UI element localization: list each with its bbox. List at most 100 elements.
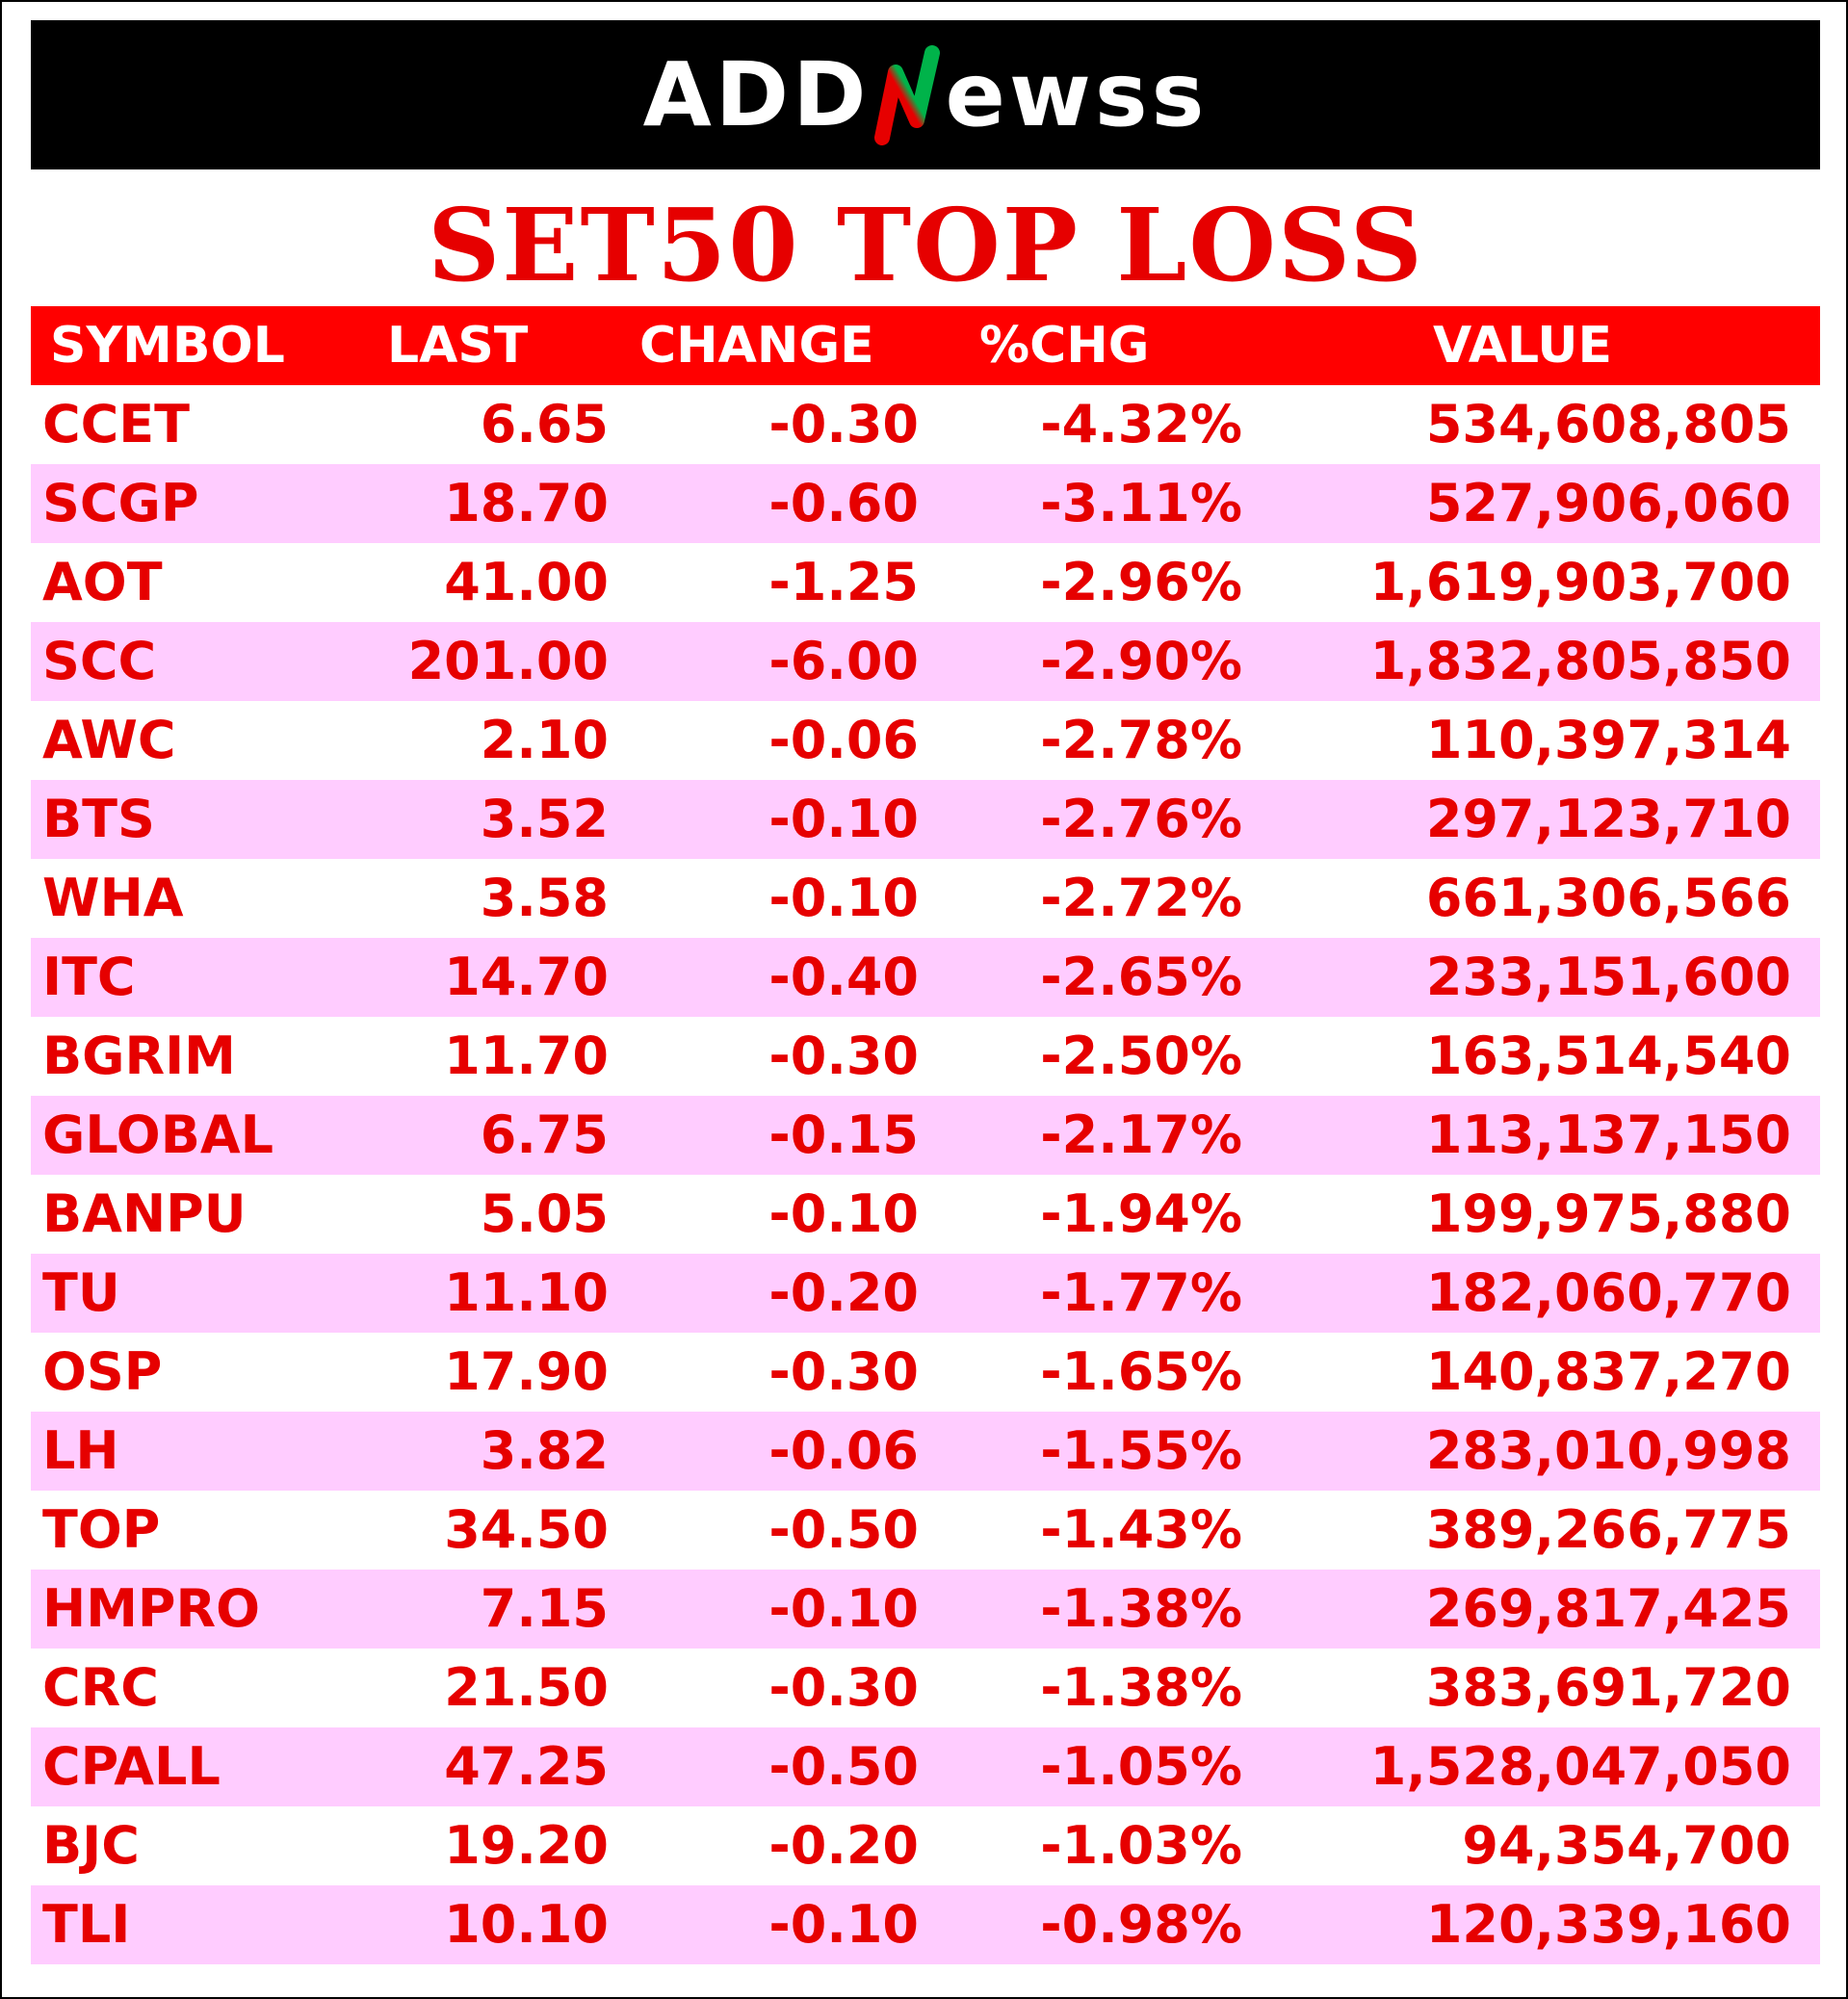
table-row: SCC 201.00 -6.00 -2.90% 1,832,805,850 — [31, 622, 1820, 701]
cell-symbol: SCC — [42, 631, 157, 691]
cell-pct-change: -2.78% — [1040, 710, 1242, 770]
table-row: LH 3.82 -0.06 -1.55% 283,010,998 — [31, 1412, 1820, 1491]
cell-symbol: SCGP — [42, 473, 199, 533]
cell-last: 11.10 — [444, 1262, 609, 1323]
table-row: GLOBAL 6.75 -0.15 -2.17% 113,137,150 — [31, 1096, 1820, 1175]
cell-symbol: AWC — [42, 710, 176, 770]
cell-last: 7.15 — [480, 1578, 609, 1639]
cell-symbol: HMPRO — [42, 1578, 260, 1639]
cell-pct-change: -1.77% — [1040, 1262, 1242, 1323]
cell-pct-change: -2.90% — [1040, 631, 1242, 691]
cell-value: 534,608,805 — [1425, 394, 1791, 454]
logo-text-right: ewss — [945, 42, 1209, 146]
cell-last: 201.00 — [407, 631, 609, 691]
cell-last: 3.52 — [480, 789, 609, 849]
cell-pct-change: -1.43% — [1040, 1499, 1242, 1560]
cell-last: 3.82 — [480, 1420, 609, 1481]
cell-symbol: CCET — [42, 394, 190, 454]
cell-pct-change: -1.55% — [1040, 1420, 1242, 1481]
cell-pct-change: -2.50% — [1040, 1025, 1242, 1086]
cell-value: 383,691,720 — [1425, 1657, 1791, 1718]
cell-change: -0.30 — [768, 1025, 919, 1086]
cell-last: 18.70 — [444, 473, 609, 533]
cell-symbol: CRC — [42, 1657, 159, 1718]
table-row: HMPRO 7.15 -0.10 -1.38% 269,817,425 — [31, 1570, 1820, 1649]
cell-change: -0.30 — [768, 1341, 919, 1402]
cell-change: -0.40 — [768, 947, 919, 1007]
cell-pct-change: -1.38% — [1040, 1578, 1242, 1639]
cell-value: 283,010,998 — [1425, 1420, 1791, 1481]
cell-last: 2.10 — [480, 710, 609, 770]
logo-text-left: ADD — [642, 42, 871, 146]
cell-change: -0.60 — [768, 473, 919, 533]
table-row: AWC 2.10 -0.06 -2.78% 110,397,314 — [31, 701, 1820, 780]
cell-value: 389,266,775 — [1425, 1499, 1791, 1560]
cell-pct-change: -3.11% — [1040, 473, 1242, 533]
cell-change: -1.25 — [768, 552, 919, 612]
cell-pct-change: -1.94% — [1040, 1183, 1242, 1244]
cell-symbol: AOT — [42, 552, 163, 612]
table-row: TLI 10.10 -0.10 -0.98% 120,339,160 — [31, 1885, 1820, 1964]
column-header-change: CHANGE — [639, 317, 874, 375]
cell-value: 140,837,270 — [1425, 1341, 1791, 1402]
cell-last: 34.50 — [444, 1499, 609, 1560]
table-row: BJC 19.20 -0.20 -1.03% 94,354,700 — [31, 1806, 1820, 1885]
cell-change: -0.50 — [768, 1499, 919, 1560]
table-row: CRC 21.50 -0.30 -1.38% 383,691,720 — [31, 1649, 1820, 1727]
table-row: TOP 34.50 -0.50 -1.43% 389,266,775 — [31, 1491, 1820, 1570]
table-row: CPALL 47.25 -0.50 -1.05% 1,528,047,050 — [31, 1727, 1820, 1806]
cell-value: 527,906,060 — [1425, 473, 1791, 533]
table-row: TU 11.10 -0.20 -1.77% 182,060,770 — [31, 1254, 1820, 1333]
cell-symbol: WHA — [42, 868, 184, 928]
cell-symbol: TOP — [42, 1499, 161, 1560]
cell-change: -0.10 — [768, 1183, 919, 1244]
cell-last: 47.25 — [444, 1736, 609, 1797]
cell-last: 41.00 — [444, 552, 609, 612]
cell-symbol: BANPU — [42, 1183, 247, 1244]
cell-symbol: BTS — [42, 789, 155, 849]
cell-change: -0.20 — [768, 1815, 919, 1876]
cell-pct-change: -2.65% — [1040, 947, 1242, 1007]
cell-change: -6.00 — [768, 631, 919, 691]
cell-symbol: BJC — [42, 1815, 140, 1876]
table-row: BTS 3.52 -0.10 -2.76% 297,123,710 — [31, 780, 1820, 859]
cell-change: -0.15 — [768, 1104, 919, 1165]
cell-value: 233,151,600 — [1425, 947, 1791, 1007]
cell-value: 1,832,805,850 — [1369, 631, 1791, 691]
cell-last: 14.70 — [444, 947, 609, 1007]
table-row: BANPU 5.05 -0.10 -1.94% 199,975,880 — [31, 1175, 1820, 1254]
column-header-value: VALUE — [1433, 317, 1612, 375]
column-header-pct-change: %CHG — [979, 317, 1150, 375]
cell-last: 21.50 — [444, 1657, 609, 1718]
cell-symbol: TU — [42, 1262, 120, 1323]
cell-pct-change: -2.72% — [1040, 868, 1242, 928]
cell-change: -0.30 — [768, 1657, 919, 1718]
table-body: CCET 6.65 -0.30 -4.32% 534,608,805 SCGP 18.70 -… — [31, 385, 1820, 1964]
cell-symbol: CPALL — [42, 1736, 221, 1797]
cell-pct-change: -0.98% — [1040, 1894, 1242, 1955]
cell-change: -0.10 — [768, 1578, 919, 1639]
cell-last: 3.58 — [480, 868, 609, 928]
cell-value: 163,514,540 — [1425, 1025, 1791, 1086]
cell-symbol: OSP — [42, 1341, 163, 1402]
table-row: CCET 6.65 -0.30 -4.32% 534,608,805 — [31, 385, 1820, 464]
cell-value: 1,619,903,700 — [1369, 552, 1791, 612]
table-row: SCGP 18.70 -0.60 -3.11% 527,906,060 — [31, 464, 1820, 543]
cell-last: 19.20 — [444, 1815, 609, 1876]
cell-symbol: GLOBAL — [42, 1104, 274, 1165]
cell-symbol: BGRIM — [42, 1025, 236, 1086]
logo-n-icon — [873, 44, 940, 145]
brand-banner: ADD ewss — [31, 20, 1820, 169]
cell-pct-change: -2.96% — [1040, 552, 1242, 612]
cell-last: 10.10 — [444, 1894, 609, 1955]
cell-pct-change: -1.03% — [1040, 1815, 1242, 1876]
table-header: SYMBOL LAST CHANGE %CHG VALUE — [31, 306, 1820, 385]
cell-pct-change: -1.05% — [1040, 1736, 1242, 1797]
cell-value: 94,354,700 — [1462, 1815, 1791, 1876]
cell-pct-change: -1.65% — [1040, 1341, 1242, 1402]
cell-change: -0.06 — [768, 1420, 919, 1481]
cell-last: 6.75 — [480, 1104, 609, 1165]
cell-pct-change: -4.32% — [1040, 394, 1242, 454]
cell-value: 297,123,710 — [1425, 789, 1791, 849]
